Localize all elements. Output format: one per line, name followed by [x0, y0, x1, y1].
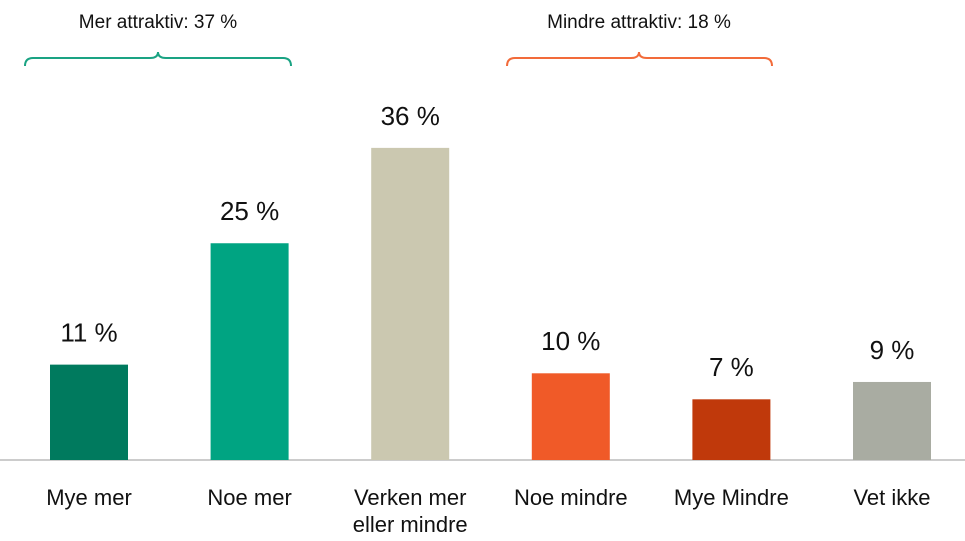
- bar: [531, 373, 610, 460]
- value-label: 11 %: [60, 318, 117, 348]
- annotation: Mer attraktiv: 37 %: [79, 12, 237, 33]
- x-tick-label: Noe mer: [207, 485, 292, 510]
- value-label: 10 %: [541, 326, 600, 356]
- bar: [371, 147, 450, 460]
- bracket: [24, 51, 292, 67]
- x-tick-label: Mye Mindre: [673, 485, 789, 510]
- annotation: Mindre attraktiv: 18 %: [547, 12, 731, 33]
- bar: [50, 364, 128, 460]
- bar: [692, 399, 771, 460]
- x-tick-label: Mye mer: [46, 485, 132, 510]
- value-label: 9 %: [870, 335, 915, 365]
- bar: [210, 243, 289, 460]
- value-label: 25 %: [220, 196, 279, 226]
- value-label: 7 %: [709, 352, 754, 382]
- x-tick-label: Verken mer eller mindre: [352, 485, 468, 537]
- x-tick-label: Noe mindre: [513, 485, 628, 510]
- bar: [853, 381, 931, 460]
- x-tick-label: Vet ikke: [853, 485, 931, 510]
- value-label: 36 %: [381, 101, 440, 131]
- bracket: [506, 51, 773, 67]
